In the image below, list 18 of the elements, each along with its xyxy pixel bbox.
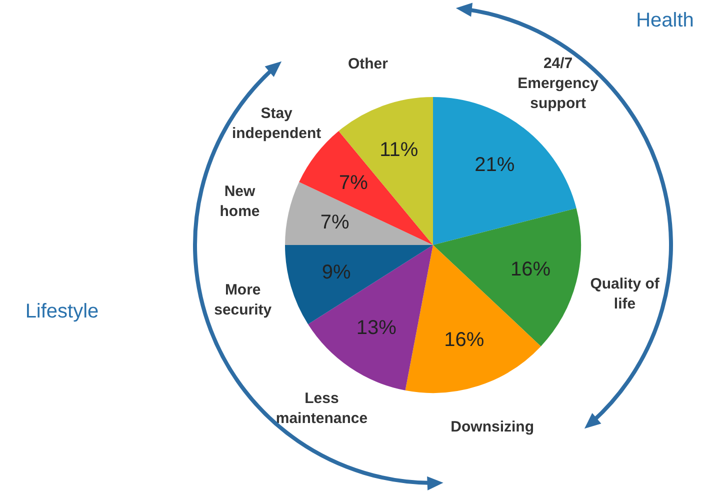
slice-label: New home [220, 182, 260, 220]
slice-label: Downsizing [450, 418, 534, 436]
slice-label: Less maintenance [276, 390, 368, 427]
data-label: 11% [380, 138, 418, 161]
slice-label: More security [214, 281, 272, 318]
data-label: 13% [356, 316, 397, 339]
slice-label: Quality of life [590, 275, 660, 312]
data-label: 9% [322, 262, 352, 284]
slice-label: Stay independent [232, 104, 322, 142]
data-label: 21% [474, 154, 515, 176]
data-label: 7% [339, 172, 368, 194]
data-label: 16% [444, 329, 484, 352]
text: Health [636, 10, 694, 32]
data-label: 16% [510, 258, 551, 281]
slice-label: Other [348, 55, 388, 72]
slice-label: 24/7 Emergency support [518, 54, 600, 112]
text: Lifestyle [25, 300, 99, 323]
data-label: 7% [320, 212, 350, 234]
